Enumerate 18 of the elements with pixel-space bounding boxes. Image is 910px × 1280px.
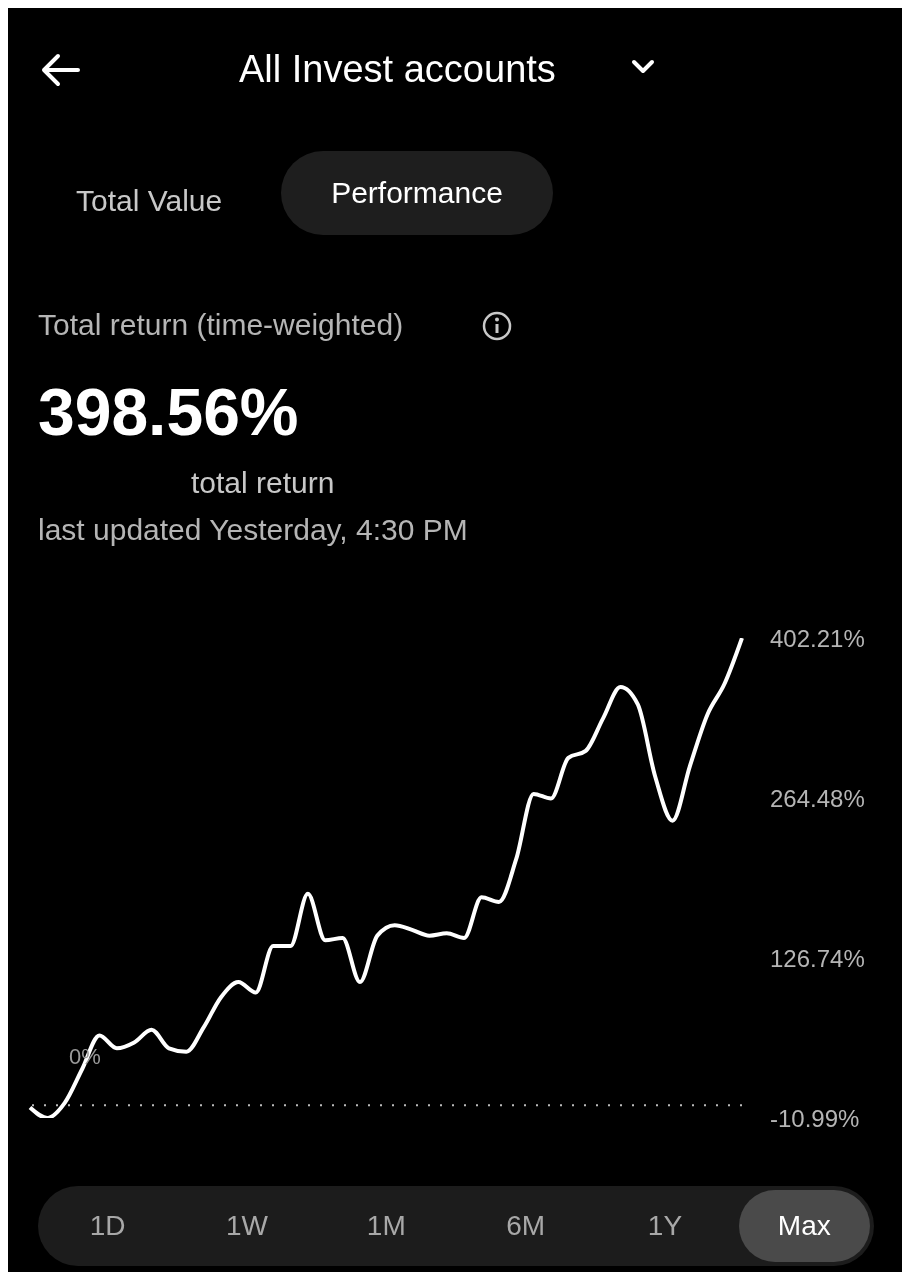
text: last updated Yesterday, 4:30 PM — [38, 513, 468, 547]
text: 1D — [88, 1209, 127, 1243]
y-tick-label: 402.21% — [770, 624, 865, 652]
text: total return — [191, 466, 335, 500]
line-series — [28, 638, 744, 1118]
text: 1Y — [646, 1209, 684, 1243]
text: Total Value — [76, 184, 223, 218]
text: Max — [738, 1190, 870, 1262]
chart-title: All Invest accounts — [239, 48, 556, 91]
y-tick-label: 264.48% — [770, 784, 865, 812]
y-tick-label: 126.74% — [770, 944, 865, 972]
text: 1W — [225, 1209, 269, 1243]
text: 398.56% — [38, 374, 299, 450]
text: 1M — [365, 1209, 407, 1243]
chart-subtitle: Total return (time-weighted) — [38, 308, 404, 342]
text: 6M — [505, 1209, 547, 1243]
text: Performance — [281, 151, 553, 235]
y-tick-label: -10.99% — [770, 1104, 860, 1132]
